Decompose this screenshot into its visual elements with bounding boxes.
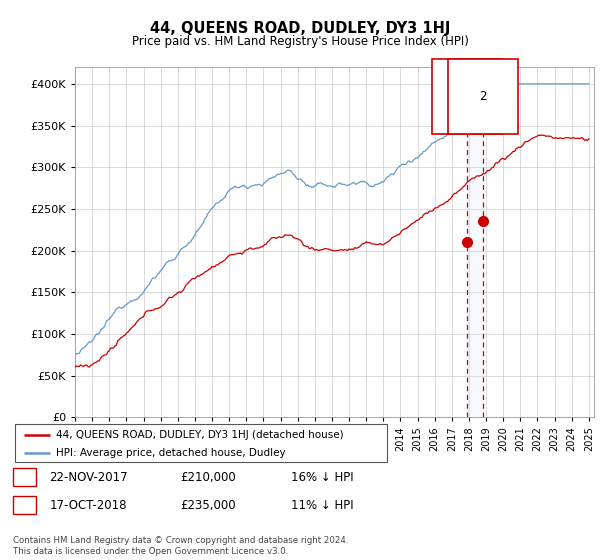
Text: 2: 2: [479, 90, 487, 103]
Text: £210,000: £210,000: [180, 470, 236, 484]
Text: 1: 1: [463, 90, 471, 103]
Text: 44, QUEENS ROAD, DUDLEY, DY3 1HJ (detached house): 44, QUEENS ROAD, DUDLEY, DY3 1HJ (detach…: [56, 430, 344, 440]
Text: 1: 1: [21, 470, 28, 484]
Bar: [467, 67, 482, 417]
Text: 17-OCT-2018: 17-OCT-2018: [49, 498, 127, 512]
FancyBboxPatch shape: [15, 424, 387, 462]
Text: 16% ↓ HPI: 16% ↓ HPI: [291, 470, 353, 484]
Text: 2: 2: [21, 498, 28, 512]
Text: HPI: Average price, detached house, Dudley: HPI: Average price, detached house, Dudl…: [56, 448, 286, 458]
Text: 11% ↓ HPI: 11% ↓ HPI: [291, 498, 353, 512]
Text: 22-NOV-2017: 22-NOV-2017: [49, 470, 128, 484]
Text: Contains HM Land Registry data © Crown copyright and database right 2024.
This d: Contains HM Land Registry data © Crown c…: [13, 536, 349, 556]
Text: 44, QUEENS ROAD, DUDLEY, DY3 1HJ: 44, QUEENS ROAD, DUDLEY, DY3 1HJ: [150, 21, 450, 36]
Text: £235,000: £235,000: [180, 498, 236, 512]
Text: Price paid vs. HM Land Registry's House Price Index (HPI): Price paid vs. HM Land Registry's House …: [131, 35, 469, 48]
